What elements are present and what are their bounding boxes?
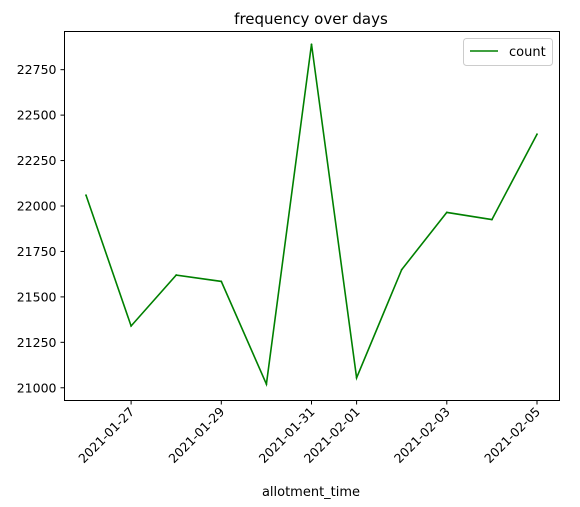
data-point	[536, 133, 538, 136]
x-tick-label: 2021-02-03	[391, 404, 453, 466]
x-tick-label: 2021-02-05	[481, 404, 543, 466]
data-point	[85, 194, 87, 196]
data-point	[445, 211, 448, 214]
data-point	[130, 325, 133, 327]
legend-label-count: count	[509, 45, 546, 60]
y-tick-label: 22000	[17, 199, 57, 214]
plot-area-frame	[64, 31, 560, 401]
data-point	[355, 376, 358, 379]
data-point	[220, 280, 223, 283]
data-point	[400, 268, 403, 271]
data-point	[491, 218, 493, 221]
series-lines	[85, 43, 538, 388]
data-point	[265, 383, 268, 386]
y-tick-label: 21000	[17, 380, 57, 395]
x-axis: 2021-01-27 2021-01-29 2021-01-312021-02-01…	[75, 400, 543, 466]
y-tick-label: 21500	[17, 289, 57, 304]
y-tick-label: 21250	[17, 335, 57, 350]
x-tick-label: 2021-01-29	[165, 404, 227, 466]
y-tick-label: 22750	[17, 62, 57, 77]
y-tick-label: 21750	[17, 244, 57, 259]
x-tick-label: 2021-01-27	[75, 404, 137, 466]
data-point	[310, 43, 313, 46]
y-tick-label: 22500	[17, 108, 57, 123]
legend-box	[463, 38, 553, 66]
y-axis: 21000 21250 21500 21750 22000 22250 22500 22750	[17, 62, 65, 395]
legend: count	[463, 38, 553, 66]
data-point	[175, 274, 178, 276]
x-axis-label: allotment_time	[262, 485, 360, 500]
y-tick-label: 22250	[17, 153, 57, 168]
chart-title: frequency over days	[234, 10, 388, 28]
